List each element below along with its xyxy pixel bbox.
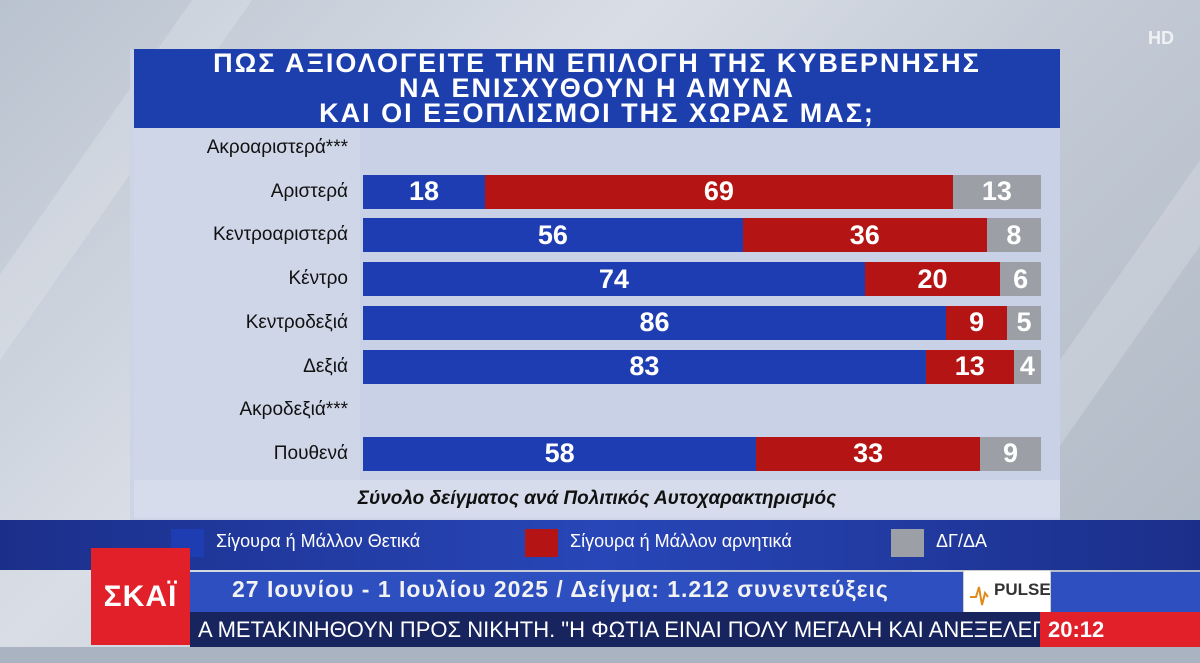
bar-value-label: 83 — [629, 351, 660, 381]
chart-subtitle: Σύνολο δείγματος ανά Πολιτικός Αυτοχαρακ… — [134, 480, 1060, 518]
hd-watermark: HD — [1148, 28, 1174, 48]
legend-label-positive: Σίγουρα ή Μάλλον Θετικά — [216, 531, 421, 551]
bar-segment: 13 — [952, 174, 1041, 209]
bar-segment: 9 — [946, 305, 1008, 340]
bar-value-label: 9 — [969, 307, 985, 338]
bar-value-label: 18 — [408, 176, 440, 207]
news-ticker: Α ΜΕΤΑΚΙΝΗΘΟΥΝ ΠΡΟΣ ΝΙΚΗΤΗ. "Η ΦΩΤΙΑ ΕΙΝ… — [190, 612, 1040, 647]
bar-segment: 33 — [756, 436, 980, 471]
bar-value-label: 86 — [639, 307, 670, 338]
bar-segment: 83 — [363, 349, 926, 384]
legend-label-dk: ΔΓ/ΔΑ — [936, 531, 987, 551]
bar-value-label: 13 — [981, 176, 1012, 207]
chart-title: ΠΩΣ ΑΞΙΟΛΟΓΕΙΤΕ ΤΗΝ ΕΠΙΛΟΓΗ ΤΗΣ ΚΥΒΕΡΝΗΣ… — [134, 49, 1060, 128]
pulse-logo-graphic: PULSE — [970, 580, 1051, 606]
bar-segment: 74 — [363, 262, 865, 297]
bar-value-label: 56 — [537, 219, 568, 250]
date-sample-text: 27 Ιουνίου - 1 Ιουλίου 2025 / Δείγμα: 1.… — [232, 576, 889, 602]
bar-value-label: 8 — [1006, 219, 1022, 250]
channel-logo: ΣΚΑΪ — [91, 548, 190, 645]
clock: 20:12 — [1040, 612, 1200, 647]
bar-segment: 36 — [742, 218, 987, 253]
bar-segment: 4 — [1013, 349, 1041, 384]
bar-value-label: 58 — [544, 438, 575, 469]
pulse-logo-text: PULSE — [994, 580, 1050, 599]
bar-segment: 69 — [485, 174, 953, 209]
title-line: ΠΩΣ ΑΞΙΟΛΟΓΕΙΤΕ ΤΗΝ ΕΠΙΛΟΓΗ ΤΗΣ ΚΥΒΕΡΝΗΣ… — [213, 48, 981, 78]
legend-swatch-negative — [525, 529, 558, 557]
category-label: Ακροδεξιά*** — [239, 399, 349, 421]
bar-value-label: 69 — [703, 176, 734, 207]
bar-value-label: 36 — [849, 219, 880, 250]
category-label: Κεντροαριστερά — [212, 224, 348, 246]
category-label: Δεξιά — [303, 355, 348, 377]
bar-value-label: 13 — [954, 351, 985, 381]
title-line: ΝΑ ΕΝΙΣΧΥΘΟΥΝ Η ΑΜΥΝΑ — [399, 73, 795, 103]
bar-segment: 56 — [363, 218, 743, 253]
category-label: Κεντροδεξιά — [245, 311, 348, 333]
bar-value-label: 33 — [853, 438, 884, 469]
bar-value-label: 74 — [598, 263, 629, 294]
bar-segment: 13 — [925, 349, 1014, 384]
pulse-logo: PULSE — [963, 570, 1051, 614]
bar-segment: 86 — [363, 305, 947, 340]
legend-label-negative: Σίγουρα ή Μάλλον αρνητικά — [570, 531, 792, 551]
bar-value-label: 6 — [1013, 263, 1029, 294]
category-label: Κέντρο — [288, 268, 348, 290]
category-label-column — [134, 128, 360, 480]
bar-segment: 8 — [986, 218, 1041, 253]
category-label: Αριστερά — [270, 180, 348, 202]
bar-segment: 58 — [363, 436, 757, 471]
bar-value-label: 9 — [1002, 438, 1018, 469]
bar-segment: 5 — [1007, 305, 1041, 340]
category-label: Πουθενά — [273, 442, 348, 464]
bar-value-label: 4 — [1019, 351, 1035, 381]
ticker-text: Α ΜΕΤΑΚΙΝΗΘΟΥΝ ΠΡΟΣ ΝΙΚΗΤΗ. "Η ΦΩΤΙΑ ΕΙΝ… — [198, 617, 1040, 642]
category-label: Ακροαριστερά*** — [206, 137, 348, 158]
bar-segment: 18 — [363, 174, 486, 209]
bottom-strip — [0, 647, 1200, 663]
bar-segment: 6 — [1000, 262, 1041, 297]
title-line: ΚΑΙ ΟΙ ΕΞΟΠΛΙΣΜΟΙ ΤΗΣ ΧΩΡΑΣ ΜΑΣ; — [319, 98, 875, 128]
bar-value-label: 5 — [1016, 307, 1032, 338]
legend-swatch-dk — [891, 529, 924, 557]
bar-segment: 9 — [979, 436, 1041, 471]
bar-value-label: 20 — [917, 263, 948, 294]
bar-segment: 20 — [864, 262, 1001, 297]
